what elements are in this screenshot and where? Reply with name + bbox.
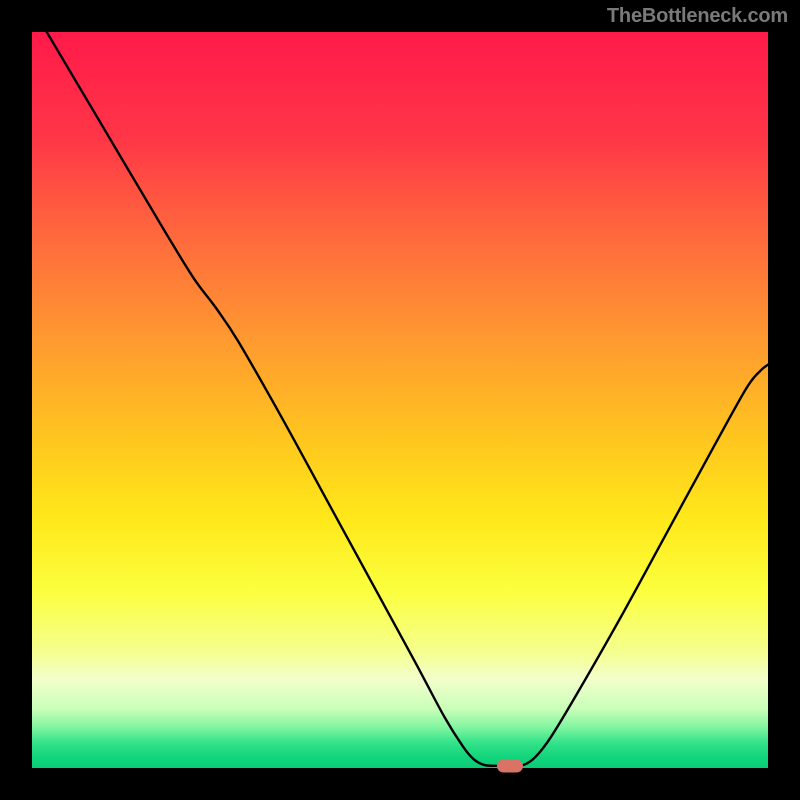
- gradient-background: [32, 32, 768, 768]
- chart-svg: [32, 32, 768, 768]
- attribution-text: TheBottleneck.com: [607, 0, 788, 32]
- plot-area: [32, 32, 768, 768]
- chart-frame: TheBottleneck.com: [0, 0, 800, 800]
- optimal-marker: [497, 759, 523, 772]
